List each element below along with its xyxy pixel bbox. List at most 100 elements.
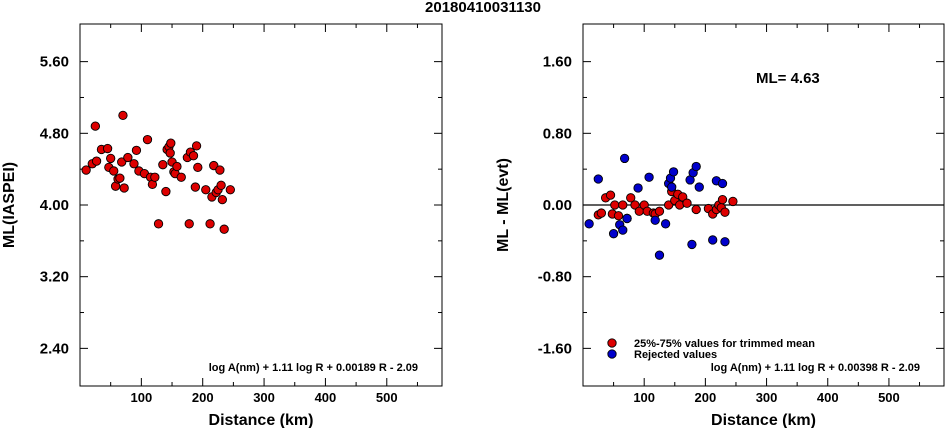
data-point — [190, 182, 200, 192]
data-point — [664, 200, 674, 210]
data-point — [205, 219, 215, 229]
data-point — [618, 200, 628, 210]
y-tick-label: 1.60 — [543, 54, 572, 71]
data-point — [191, 141, 202, 151]
data-point — [708, 235, 718, 245]
data-point — [188, 151, 199, 161]
data-point — [115, 173, 125, 183]
legend-marker — [607, 349, 617, 359]
data-point — [119, 183, 129, 193]
data-point — [118, 110, 128, 121]
data-point — [668, 167, 679, 177]
data-point — [131, 145, 142, 155]
formula-label: log A(nm) + 1.11 log R + 0.00189 R - 2.0… — [209, 362, 418, 374]
data-point — [81, 165, 91, 175]
data-point — [654, 206, 665, 216]
data-point — [106, 153, 116, 164]
data-point — [142, 134, 153, 145]
ml-iaspei-panel: 2.40 3.20 4.00 4.80 5.60 100 200 300 400 500 Dista… — [1, 23, 443, 428]
data-point — [176, 172, 186, 182]
data-point — [102, 143, 113, 154]
x-tick-label: 400 — [315, 390, 337, 405]
data-point — [608, 229, 619, 239]
data-point — [584, 219, 594, 229]
x-axis-label: Distance (km) — [209, 412, 314, 428]
ml-value-label: ML= 4.63 — [756, 70, 820, 87]
y-axis-label: ML - ML(evt) — [495, 158, 512, 252]
data-point — [728, 196, 738, 207]
data-point — [219, 224, 229, 234]
data-point — [619, 153, 630, 164]
data-point — [150, 172, 160, 182]
data-point — [91, 156, 102, 166]
data-point — [215, 165, 225, 175]
data-point — [691, 204, 701, 215]
x-axis-label: Distance (km) — [711, 412, 816, 428]
chart-title: 20180410031130 — [425, 0, 541, 16]
data-point — [650, 215, 660, 225]
data-point — [626, 193, 636, 203]
x-tick-label: 100 — [633, 390, 655, 405]
data-point — [622, 213, 632, 224]
y-tick-label: 0.80 — [543, 125, 572, 142]
data-point — [720, 207, 730, 217]
y-tick-label: -0.80 — [538, 269, 572, 286]
data-point — [216, 180, 226, 190]
data-point — [129, 159, 139, 169]
data-point — [193, 162, 203, 173]
data-point — [184, 219, 194, 229]
data-point — [613, 211, 624, 221]
data-point — [201, 185, 211, 195]
data-point — [123, 152, 133, 163]
data-point — [605, 190, 616, 200]
data-point — [166, 138, 176, 148]
data-point — [596, 208, 607, 218]
x-tick-label: 200 — [192, 390, 214, 405]
x-tick-label: 400 — [817, 390, 839, 405]
y-tick-label: 4.00 — [40, 197, 69, 214]
data-point — [678, 192, 688, 202]
y-tick-label: 2.40 — [40, 340, 69, 357]
data-point — [682, 198, 692, 208]
data-point — [153, 219, 164, 229]
x-tick-label: 300 — [253, 390, 275, 405]
data-point — [691, 161, 701, 172]
data-point — [217, 194, 227, 205]
data-point — [225, 185, 235, 195]
data-point — [172, 161, 182, 172]
y-axis-label: ML(IASPEI) — [1, 162, 18, 248]
data-point — [687, 239, 697, 250]
y-tick-label: -1.60 — [538, 340, 572, 357]
plot-frame — [79, 23, 443, 387]
data-point — [165, 148, 175, 158]
legend-marker — [607, 338, 617, 348]
data-point — [158, 160, 168, 170]
data-point — [90, 121, 100, 131]
y-tick-label: 3.20 — [40, 269, 69, 286]
x-tick-label: 300 — [756, 390, 778, 405]
data-point — [717, 194, 728, 205]
data-point — [610, 200, 620, 210]
x-tick-label: 500 — [376, 390, 398, 405]
data-point — [644, 172, 654, 182]
y-tick-label: 4.80 — [40, 125, 69, 142]
data-point — [633, 183, 643, 193]
y-tick-label: 0.00 — [543, 197, 572, 214]
data-point — [654, 250, 665, 260]
x-tick-label: 500 — [878, 390, 900, 405]
data-point — [161, 186, 171, 197]
legend-label: 25%-75% values for trimmed mean — [634, 338, 815, 350]
y-tick-label: 5.60 — [40, 54, 69, 71]
legend-label: Rejected values — [634, 349, 717, 361]
ml-residual-panel: -1.60 -0.80 0.00 0.80 1.60 100 200 300 400 500 Dis… — [495, 23, 945, 428]
x-tick-label: 200 — [695, 390, 717, 405]
data-point — [660, 219, 671, 229]
data-point — [109, 166, 119, 176]
data-point — [593, 174, 603, 184]
data-point — [667, 182, 677, 192]
data-point — [209, 160, 219, 171]
data-point — [717, 178, 728, 189]
data-point — [618, 225, 628, 235]
data-point — [117, 157, 127, 167]
